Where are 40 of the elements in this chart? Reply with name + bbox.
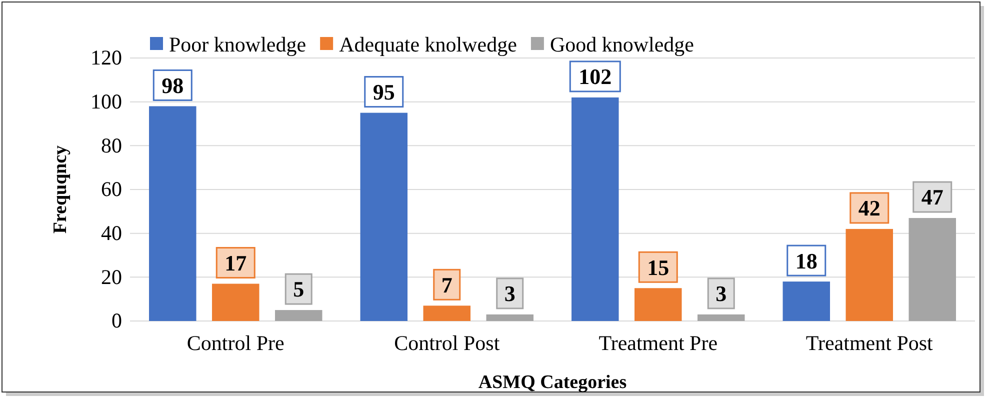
data-label: 3: [716, 281, 727, 306]
bar: [908, 218, 956, 321]
data-label: 5: [293, 276, 304, 302]
bar: [697, 314, 745, 321]
y-tick-label: 40: [101, 221, 122, 246]
bar: [360, 112, 408, 321]
bar: [846, 228, 893, 321]
data-label: 47: [921, 184, 944, 210]
data-label: 102: [578, 64, 612, 90]
y-tick-label: 120: [90, 46, 122, 70]
bar: [212, 284, 260, 321]
x-tick-label: Treatment Pre: [598, 330, 718, 355]
legend-label: Poor knowledge: [169, 32, 306, 56]
data-label: 7: [441, 272, 452, 298]
bar: [634, 288, 682, 321]
data-label: 15: [647, 254, 670, 280]
data-label: 18: [795, 248, 818, 274]
legend-label: Adequate knolwedge: [339, 32, 517, 56]
x-tick-label: Treatment Post: [806, 330, 934, 355]
y-tick-label: 100: [90, 90, 122, 114]
bar: [782, 282, 830, 321]
y-tick-label: 0: [112, 308, 122, 333]
legend-label: Good knowledge: [550, 32, 694, 56]
bar: [149, 106, 196, 321]
y-tick-label: 20: [101, 264, 122, 289]
data-label: 95: [372, 79, 395, 104]
y-axis-title: Frequqncy: [50, 144, 71, 234]
data-label: 42: [858, 196, 880, 221]
bar: [423, 306, 470, 321]
x-axis-title: ASMQ Categories: [478, 372, 627, 393]
y-tick-label: 80: [101, 133, 122, 158]
bar: [572, 97, 619, 321]
bar: [486, 314, 534, 321]
y-tick-label: 60: [101, 177, 122, 202]
bar: [274, 310, 322, 321]
data-label: 3: [504, 281, 516, 306]
x-tick-label: Control Post: [394, 330, 500, 355]
data-label: 17: [224, 250, 247, 276]
x-tick-label: Control Pre: [186, 330, 284, 355]
data-label: 98: [162, 72, 184, 98]
